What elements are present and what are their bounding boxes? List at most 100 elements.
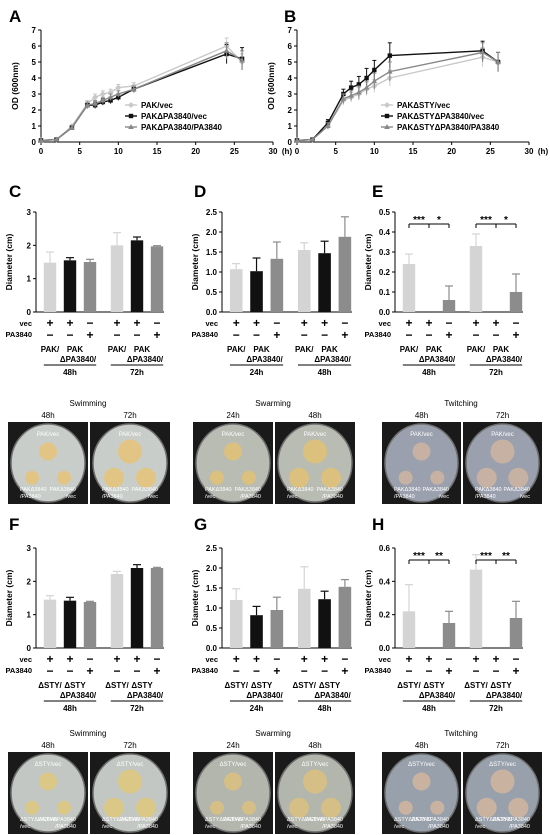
plate-label-right: /PA3840	[428, 824, 449, 830]
x-tick-label: 30	[269, 147, 278, 156]
y-tick-label: 0	[27, 644, 32, 653]
plate-label-left: /vec	[475, 824, 485, 830]
panel-letter-h: H	[372, 515, 384, 534]
colony	[321, 467, 341, 488]
vec-sign: +	[253, 316, 260, 330]
y-axis-label: Diameter (cm)	[4, 569, 14, 626]
colony	[430, 470, 445, 485]
x-tick-label: 5	[77, 147, 82, 156]
pa3840-sign: −	[321, 328, 328, 342]
panel-letter-g: G	[194, 515, 207, 534]
colony	[398, 470, 413, 485]
significance-label: ***	[413, 215, 425, 226]
y-tick-label: 1.5	[206, 584, 218, 593]
vec-sign: +	[233, 316, 240, 330]
pa3840-sign: +	[153, 664, 160, 678]
vec-sign: +	[472, 316, 479, 330]
data-point	[479, 49, 486, 55]
bar	[469, 246, 483, 312]
mutant-label: ΔPA3840/	[486, 355, 523, 364]
bar	[318, 599, 331, 648]
vec-sign: +	[321, 316, 328, 330]
colony	[118, 769, 142, 794]
y-tick-label: 1.0	[206, 604, 218, 613]
strain-label: PAK	[134, 345, 151, 354]
photo-time-label: 24h	[226, 741, 239, 750]
legend-label: PAKΔPA3840/vec	[141, 112, 207, 121]
bar	[402, 264, 416, 312]
data-point	[348, 92, 354, 98]
panel-letter-d: D	[194, 182, 206, 201]
data-point	[131, 86, 137, 92]
plate-label-right: PAKΔ3840	[131, 487, 158, 493]
strain-label: PAK/	[41, 345, 60, 354]
vec-sign: +	[425, 652, 432, 666]
colony	[321, 797, 341, 818]
y-tick-label: 1	[27, 611, 32, 620]
bar	[130, 568, 144, 648]
y-tick-label: 1	[288, 122, 293, 131]
group-label: 48h	[318, 704, 332, 713]
row-label-vec: vec	[205, 655, 218, 664]
pa3840-sign: −	[425, 664, 432, 678]
colony	[242, 470, 256, 485]
photo-time-label: 72h	[496, 741, 509, 750]
plate-label-right: /PA3840	[322, 494, 343, 500]
plate-label-left: ΔSTYΔPA3840	[394, 817, 431, 823]
panel-letter-b: B	[284, 7, 296, 26]
legend-label: PAKΔSTYΔPA3840/vec	[397, 112, 485, 121]
data-point	[107, 94, 114, 100]
x-tick-label: 0	[295, 147, 300, 156]
photo-time-label: 72h	[123, 411, 136, 420]
y-tick-label: 0.2	[379, 268, 391, 277]
legend-marker	[384, 102, 390, 108]
plate-label-left: ΔSTYΔPA3840	[205, 817, 242, 823]
plate-label-left: PAKΔ3840	[20, 487, 47, 493]
plate-label-left: ΔSTYΔPA3840	[20, 817, 57, 823]
plate-label-right: /PA3840	[240, 824, 261, 830]
vec-sign: +	[66, 316, 73, 330]
y-tick-label: 0.5	[206, 288, 218, 297]
plate-label-left: ΔSTYΔPA3840	[475, 817, 512, 823]
colony	[210, 800, 224, 815]
mutant-label: ΔPA3840/	[127, 691, 164, 700]
plate-label-right: ΔSTYΔPA3840	[493, 817, 530, 823]
data-point	[99, 91, 106, 97]
plate-label-right: /vec	[439, 494, 449, 500]
pa3840-sign: −	[253, 328, 260, 342]
row-label-pa3840: PA3840	[191, 330, 218, 339]
pa3840-sign: −	[46, 664, 53, 678]
y-axis-label: Diameter (cm)	[190, 233, 200, 290]
photo-time-label: 48h	[41, 741, 54, 750]
plate-label-left: /vec	[287, 824, 297, 830]
row-label-vec: vec	[378, 319, 391, 328]
data-point	[495, 59, 501, 64]
plate-label-top: ΔSTY/vec	[489, 762, 516, 768]
pa3840-sign: −	[301, 664, 308, 678]
y-tick-label: 3	[32, 90, 37, 99]
bar	[110, 245, 124, 312]
bar	[297, 588, 311, 648]
plate-label-right: /PA3840	[322, 824, 343, 830]
colony	[476, 467, 497, 488]
photo-group-title: Swarming	[255, 399, 291, 408]
y-tick-label: 0.2	[379, 611, 391, 620]
group-label: 72h	[130, 704, 144, 713]
colony	[136, 797, 156, 818]
data-point	[371, 78, 378, 84]
y-tick-label: 3	[27, 208, 32, 217]
y-tick-label: 0.5	[206, 624, 218, 633]
plate-label-left: /PA3840	[475, 494, 496, 500]
data-point	[100, 97, 106, 103]
pa3840-sign: +	[445, 328, 452, 342]
mutant-label: ΔPA3840/	[419, 355, 456, 364]
pa3840-sign: −	[472, 328, 479, 342]
bar	[270, 258, 284, 312]
vec-sign: +	[133, 652, 140, 666]
row-label-vec: vec	[19, 319, 32, 328]
y-tick-label: 5	[32, 58, 37, 67]
y-tick-label: 2	[32, 106, 37, 115]
plate-label-left: PAKΔ3840	[394, 487, 421, 493]
data-point	[38, 137, 44, 143]
plate-label-left: PAKΔ3840	[475, 487, 502, 493]
